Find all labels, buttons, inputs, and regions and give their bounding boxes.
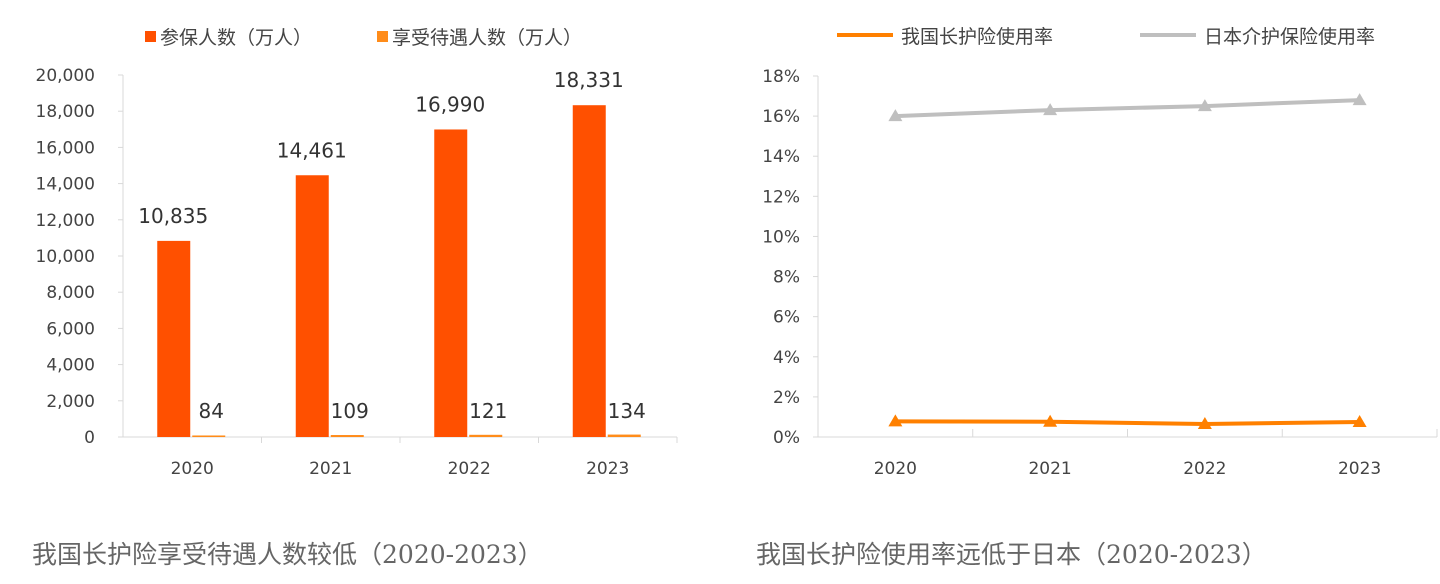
triangle-marker (1043, 414, 1058, 427)
bar-beneficiaries (330, 435, 364, 437)
y-tick-label: 0 (84, 428, 95, 448)
triangle-marker (888, 109, 903, 122)
series-line-japan (895, 98, 1360, 119)
y-tick-label: 16% (762, 107, 800, 127)
x-tick-label: 2020 (874, 459, 917, 479)
y-tick-label: 20,000 (36, 66, 95, 86)
data-label: 14,461 (277, 138, 347, 162)
legend-swatch (377, 31, 388, 42)
y-tick-label: 12% (762, 187, 800, 207)
y-tick-label: 8% (773, 268, 800, 288)
y-tick-label: 8,000 (46, 283, 95, 303)
data-label: 10,835 (138, 204, 208, 228)
triangle-marker (1352, 414, 1367, 427)
x-tick-label: 2020 (171, 459, 214, 479)
bar-beneficiaries (607, 434, 641, 437)
y-tick-label: 18% (762, 67, 800, 87)
bar-insured (157, 240, 191, 437)
triangle-marker (1197, 416, 1212, 429)
data-label: 16,990 (415, 92, 485, 116)
y-tick-label: 6% (773, 308, 800, 328)
y-tick-label: 2% (773, 388, 800, 408)
x-tick-label: 2021 (1028, 459, 1071, 479)
legend-swatch (145, 31, 156, 42)
y-tick-label: 14% (762, 147, 800, 167)
triangle-marker (888, 414, 903, 427)
series-line-china (895, 419, 1360, 426)
y-tick-label: 14,000 (36, 175, 95, 195)
y-tick-label: 12,000 (36, 211, 95, 231)
legend-label: 享受待遇人数（万人） (392, 27, 582, 49)
y-tick-label: 10,000 (36, 247, 95, 267)
x-tick-label: 2022 (448, 459, 491, 479)
bar-insured (572, 105, 606, 438)
right-chart-caption: 我国长护险使用率远低于日本（2020-2023） (756, 540, 1267, 569)
legend-label: 参保人数（万人） (160, 27, 312, 49)
data-label: 121 (469, 399, 507, 423)
data-label: 18,331 (554, 68, 624, 92)
data-label: 109 (331, 399, 369, 423)
y-tick-label: 0% (773, 428, 800, 448)
x-tick-label: 2023 (1338, 459, 1381, 479)
y-tick-label: 18,000 (36, 102, 95, 122)
legend-label: 我国长护险使用率 (901, 26, 1053, 48)
data-label: 134 (608, 399, 646, 423)
x-tick-label: 2023 (586, 459, 629, 479)
data-label: 84 (199, 399, 224, 423)
legend-label: 日本介护保险使用率 (1204, 26, 1375, 48)
x-tick-label: 2022 (1183, 459, 1226, 479)
bar-insured (295, 175, 329, 437)
x-tick-label: 2021 (309, 459, 352, 479)
triangle-marker (1043, 103, 1058, 116)
triangle-marker (1352, 93, 1367, 106)
y-tick-label: 6,000 (46, 319, 95, 339)
bar-beneficiaries (192, 435, 226, 437)
y-tick-label: 2,000 (46, 392, 95, 412)
y-tick-label: 4,000 (46, 356, 95, 376)
triangle-marker (1197, 99, 1212, 112)
y-tick-label: 4% (773, 348, 800, 368)
left-chart-caption: 我国长护险享受待遇人数较低（2020-2023） (32, 540, 543, 569)
y-tick-label: 16,000 (36, 138, 95, 158)
bar-beneficiaries (469, 434, 503, 437)
y-tick-label: 10% (762, 227, 800, 247)
bar-insured (434, 129, 468, 437)
